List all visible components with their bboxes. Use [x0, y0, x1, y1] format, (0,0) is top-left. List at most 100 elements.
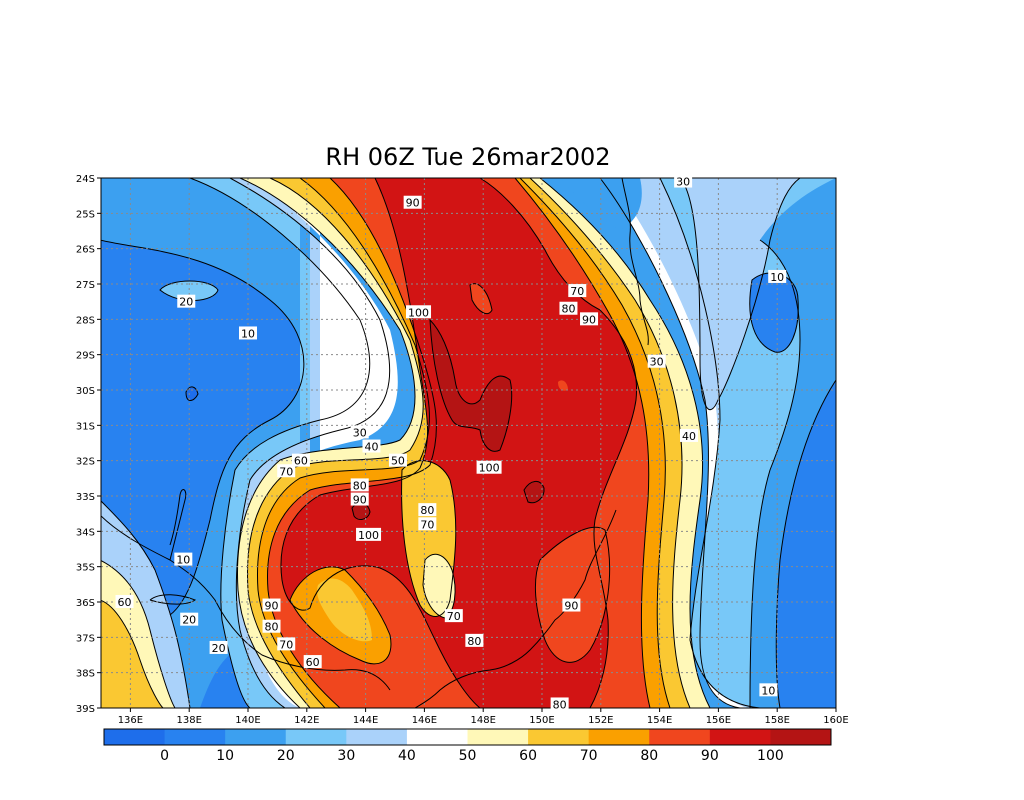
- contour-label-bg: [262, 598, 281, 612]
- contour-line: [189, 178, 371, 708]
- contour-line: [679, 178, 801, 411]
- contour-line: [101, 559, 176, 708]
- colorbar-swatch: [770, 729, 832, 745]
- x-tick-label: 152E: [588, 715, 613, 726]
- colorbar-label: 30: [337, 748, 355, 764]
- x-tick-label: 146E: [412, 715, 437, 726]
- y-tick-label: 30S: [76, 386, 95, 397]
- x-tick-label: 158E: [764, 715, 789, 726]
- contour-line: [529, 178, 691, 708]
- contour-label-text: 10: [241, 327, 255, 340]
- colorbar-label: 80: [640, 748, 658, 764]
- plot-area: [101, 178, 836, 708]
- contour-label: 30: [647, 354, 666, 369]
- contour-label: 80: [550, 697, 569, 711]
- contour-label-text: 80: [420, 504, 434, 517]
- band-100-east-blob: [558, 380, 568, 391]
- colorbar-label: 10: [216, 748, 234, 764]
- contour-label-bg: [303, 655, 322, 669]
- contour-label: 90: [580, 312, 599, 326]
- coastline-southeast: [414, 509, 617, 708]
- colorbar-swatch: [467, 729, 529, 745]
- y-tick-label: 26S: [76, 245, 95, 256]
- contour-line: [185, 386, 199, 401]
- colorbar-label: 50: [459, 748, 477, 764]
- contour-label: 30: [350, 425, 369, 439]
- contour-label: 60: [115, 595, 134, 609]
- colorbar-label: 40: [398, 748, 416, 764]
- x-tick-label: 150E: [529, 715, 554, 726]
- x-tick-label: 148E: [470, 715, 495, 726]
- x-tick-label: 138E: [176, 715, 201, 726]
- contour-line: [539, 178, 711, 708]
- contour-label: 70: [277, 637, 296, 651]
- band-west-coast-30: [101, 501, 190, 708]
- contour-label-text: 90: [353, 494, 367, 507]
- band-20-blob: [160, 281, 218, 301]
- contour-line: [257, 178, 430, 708]
- contour-label-bg: [476, 460, 502, 474]
- contour-label-bg: [362, 439, 381, 453]
- y-tick-label: 27S: [76, 280, 95, 291]
- contour-line: [422, 553, 456, 619]
- contour-label-bg: [388, 453, 407, 467]
- y-tick-label: 29S: [76, 351, 95, 362]
- contour-label-bg: [356, 527, 382, 541]
- x-tick-label: 140E: [235, 715, 260, 726]
- y-axis: 24S 25S 26S 27S 28S 29S 30S 31S 32S 33S 34S 35S 36S 3…: [76, 174, 101, 715]
- colorbar-swatch: [406, 729, 468, 745]
- contour-label-text: 20: [182, 614, 196, 627]
- x-tick-label: 154E: [647, 715, 672, 726]
- coastline-gulfs: [149, 489, 197, 605]
- contour-label-text: 70: [279, 638, 293, 651]
- coastline-southwest: [101, 515, 391, 691]
- contour-label-text: 70: [447, 610, 461, 623]
- contour-label: 100: [476, 460, 502, 475]
- contour-label: 20: [209, 640, 228, 655]
- colorbar-label: 60: [519, 748, 537, 764]
- contour-line: [514, 178, 651, 708]
- contour-label-text: 70: [279, 465, 293, 478]
- band-70-bay-west: [317, 578, 372, 642]
- contour-label-text: 30: [650, 356, 664, 369]
- contour-line: [101, 500, 191, 708]
- colorbar-swatch: [346, 729, 408, 745]
- contour-label: 60: [291, 453, 310, 468]
- contour-label: 40: [362, 439, 381, 454]
- y-tick-label: 36S: [76, 598, 95, 609]
- y-tick-label: 25S: [76, 209, 95, 220]
- band-100-central: [524, 481, 545, 503]
- contour-label-bg: [180, 612, 199, 626]
- contour-label-bg: [277, 637, 296, 651]
- colorbar-frame: [103, 728, 832, 746]
- contour-label: 10: [174, 552, 193, 567]
- contour-label: 90: [403, 195, 422, 210]
- contour-label-bg: [174, 552, 193, 566]
- contour-label-bg: [115, 595, 134, 608]
- contour-line: [229, 178, 391, 708]
- contour-line: [469, 283, 493, 315]
- contour-label: 80: [262, 619, 281, 634]
- band-0-blob: [186, 386, 198, 401]
- band-100-west: [352, 503, 370, 520]
- contour-line: [401, 460, 457, 617]
- contour-label-bg: [209, 640, 228, 654]
- y-tick-label: 34S: [76, 527, 95, 538]
- band-100-north: [430, 320, 512, 452]
- contour-label-text: 90: [582, 313, 596, 326]
- contour-label: 30: [674, 174, 693, 189]
- contour-label: 10: [759, 683, 778, 697]
- plot-frame: [100, 177, 837, 709]
- colorbar-swatch: [285, 729, 347, 745]
- contour-label-text: 70: [420, 518, 434, 531]
- contour-label: 40: [680, 428, 698, 443]
- contour-line: [479, 178, 638, 708]
- contour-label-text: 90: [564, 600, 578, 613]
- contour-label-text: 70: [570, 285, 584, 298]
- x-tick-label: 156E: [706, 715, 731, 726]
- coastline-east: [621, 178, 649, 346]
- contour-label-text: 40: [682, 430, 696, 443]
- contour-line: [523, 481, 545, 504]
- contour-label: 70: [568, 284, 587, 298]
